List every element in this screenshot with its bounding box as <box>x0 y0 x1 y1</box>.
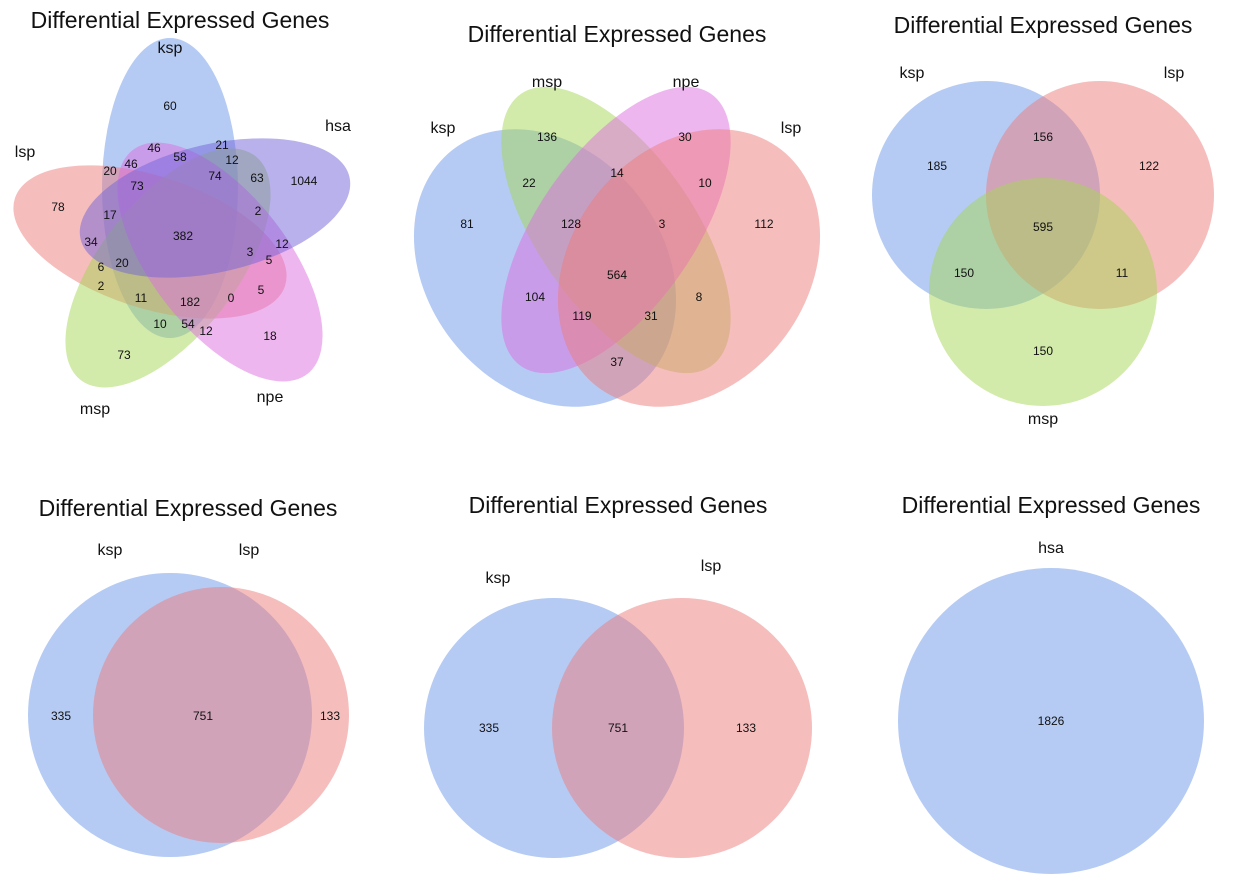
set-label-ksp: ksp <box>98 542 123 559</box>
region-count: 31 <box>644 309 658 323</box>
set-label-msp: msp <box>1028 411 1058 428</box>
region-count: 20 <box>103 164 117 178</box>
venn-panel-6: Differential Expressed Genes hsa 1826 <box>898 492 1204 874</box>
region-count: 74 <box>208 169 222 183</box>
region-count: 17 <box>103 208 117 222</box>
region-count: 122 <box>1139 159 1159 173</box>
region-count: 54 <box>181 317 195 331</box>
region-count: 564 <box>607 268 627 282</box>
region-count: 150 <box>954 266 974 280</box>
region-count: 1044 <box>291 174 318 188</box>
region-count: 119 <box>572 309 591 323</box>
region-count: 128 <box>561 217 581 231</box>
region-count: 34 <box>84 235 98 249</box>
set-label-ksp: ksp <box>431 120 456 137</box>
venn-panel-5: Differential Expressed Genes ksp lsp 335… <box>424 492 812 858</box>
region-count: 150 <box>1033 344 1053 358</box>
panel-3-title: Differential Expressed Genes <box>894 12 1193 38</box>
region-count: 104 <box>525 290 545 304</box>
region-count: 60 <box>163 99 177 113</box>
region-count: 382 <box>173 229 193 243</box>
set-label-msp: msp <box>80 401 110 418</box>
set-label-lsp: lsp <box>15 144 36 161</box>
region-count: 5 <box>258 283 265 297</box>
set-ellipse-hsa <box>79 138 351 278</box>
set-label-lsp: lsp <box>239 542 260 559</box>
region-count: 0 <box>228 291 235 305</box>
region-count: 12 <box>225 153 239 167</box>
region-count: 136 <box>537 130 557 144</box>
region-count: 14 <box>610 166 624 180</box>
region-count: 58 <box>173 150 187 164</box>
region-count: 156 <box>1033 130 1053 144</box>
set-label-lsp: lsp <box>1164 65 1185 82</box>
region-count: 73 <box>130 179 144 193</box>
set-circle-msp <box>929 178 1157 406</box>
set-ellipse-lsp <box>557 129 821 407</box>
region-count: 11 <box>1116 266 1129 280</box>
venn-panel-3: Differential Expressed Genes ksp lsp msp… <box>872 12 1214 428</box>
region-count: 21 <box>215 138 229 152</box>
region-count: 182 <box>180 295 200 309</box>
set-label-msp: msp <box>532 74 562 91</box>
region-count: 73 <box>117 348 131 362</box>
set-circle-lsp <box>93 587 349 843</box>
region-count: 81 <box>460 217 474 231</box>
region-count: 185 <box>927 159 947 173</box>
region-count: 335 <box>51 709 71 723</box>
panel-5-title: Differential Expressed Genes <box>469 492 768 518</box>
region-count: 335 <box>479 721 499 735</box>
region-count: 18 <box>263 329 277 343</box>
region-count: 46 <box>147 141 161 155</box>
region-count: 78 <box>51 200 65 214</box>
region-count: 46 <box>124 157 138 171</box>
region-count: 3 <box>247 245 254 259</box>
panel-1-title: Differential Expressed Genes <box>31 7 330 33</box>
venn-panel-1: Differential Expressed Genes ksp lsp msp… <box>13 7 351 418</box>
region-count: 112 <box>754 217 773 231</box>
set-label-npe: npe <box>673 74 700 91</box>
region-count: 8 <box>696 290 703 304</box>
region-count: 133 <box>736 721 756 735</box>
region-count: 10 <box>153 317 167 331</box>
region-count: 12 <box>199 324 213 338</box>
set-label-ksp: ksp <box>900 65 925 82</box>
set-label-lsp: lsp <box>701 558 722 575</box>
region-count: 595 <box>1033 220 1053 234</box>
region-count: 12 <box>275 237 289 251</box>
set-circle-hsa <box>898 568 1204 874</box>
set-circle-lsp <box>552 598 812 858</box>
region-count: 3 <box>659 217 666 231</box>
region-count: 30 <box>678 130 692 144</box>
panel-6-title: Differential Expressed Genes <box>902 492 1201 518</box>
set-label-ksp: ksp <box>158 40 183 57</box>
set-label-hsa: hsa <box>325 118 351 135</box>
region-count: 22 <box>522 176 536 190</box>
venn-panel-4: Differential Expressed Genes ksp lsp 335… <box>28 495 349 857</box>
set-label-ksp: ksp <box>486 570 511 587</box>
region-count: 2 <box>255 204 262 218</box>
set-label-hsa: hsa <box>1038 540 1064 557</box>
region-count: 11 <box>135 291 148 305</box>
panel-4-title: Differential Expressed Genes <box>39 495 338 521</box>
panel-2-title: Differential Expressed Genes <box>468 21 767 47</box>
region-count: 133 <box>320 709 340 723</box>
region-count: 751 <box>193 709 213 723</box>
region-count: 6 <box>98 260 105 274</box>
region-count: 63 <box>250 171 264 185</box>
set-label-npe: npe <box>257 389 284 406</box>
region-count: 37 <box>610 355 624 369</box>
region-count: 20 <box>115 256 129 270</box>
set-label-lsp: lsp <box>781 120 802 137</box>
region-count: 1826 <box>1038 714 1065 728</box>
venn-panel-2: Differential Expressed Genes ksp msp npe… <box>413 21 821 407</box>
region-count: 2 <box>98 279 105 293</box>
region-count: 10 <box>698 176 712 190</box>
region-count: 751 <box>608 721 628 735</box>
region-count: 5 <box>266 253 273 267</box>
